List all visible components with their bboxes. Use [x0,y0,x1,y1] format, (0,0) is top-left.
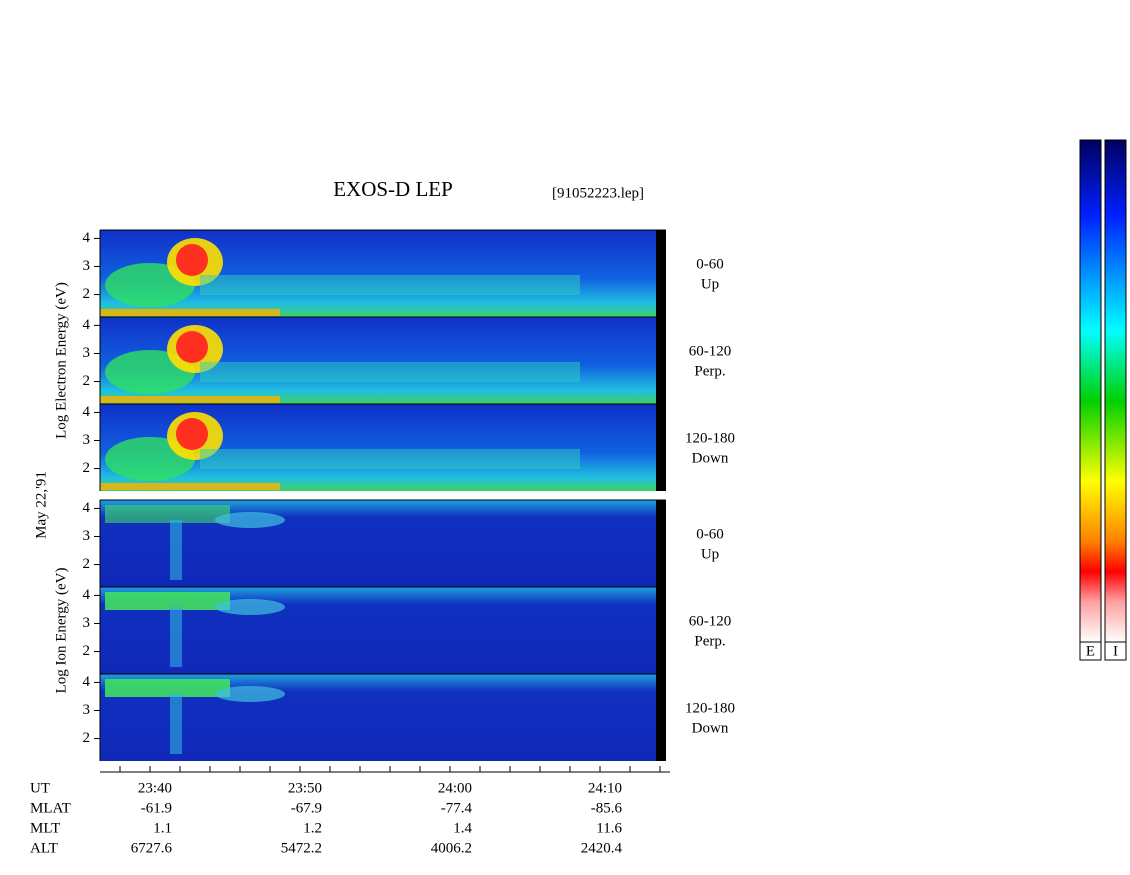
orbit-value: -85.6 [591,800,623,816]
y-tick-label: 3 [83,528,91,544]
y-tick-label: 2 [83,286,91,302]
flux-region [170,607,182,667]
group-label: Log Electron Energy (eV) [53,282,69,439]
pitch-range: 60-120 [689,343,732,359]
flux-region [215,686,285,702]
date: May 22,'91 [33,471,49,539]
panel-edge [656,404,666,491]
flux-region [170,694,182,754]
pitch-range: 0-60 [696,526,724,542]
orbit-param: MLT [30,820,60,836]
y-tick-label: 4 [83,500,91,516]
pitch-direction: Perp. [694,363,725,379]
orbit-value: 1.2 [303,820,322,836]
flux-region [215,599,285,615]
y-tick-label: 2 [83,556,91,572]
flux-region [176,418,208,450]
y-tick-label: 4 [83,230,91,246]
pitch-direction: Down [692,450,729,466]
y-tick-label: 3 [83,345,91,361]
orbit-value: -61.9 [141,800,172,816]
orbit-value: 5472.2 [281,840,322,856]
orbit-value: 24:00 [438,780,472,796]
y-tick-label: 4 [83,317,91,333]
y-tick-label: 4 [83,587,91,603]
orbit-value: -77.4 [441,800,473,816]
orbit-param: UT [30,780,50,796]
flux-region [200,275,580,295]
pitch-range: 120-180 [685,700,735,716]
group-label: Log Ion Energy (eV) [53,568,69,694]
orbit-param: MLAT [30,800,71,816]
colorbar-label: E [1086,643,1095,659]
y-tick-label: 4 [83,404,91,420]
colorbar-label-box [1104,641,1127,661]
orbit-value: 23:50 [288,780,322,796]
pitch-direction: Down [692,720,729,736]
pitch-range: 0-60 [696,256,724,272]
flux-region [200,449,580,469]
pitch-direction: Up [701,546,719,562]
flux-region [105,679,230,697]
file-name: [91052223.lep] [552,185,644,201]
panel-edge [656,587,666,674]
orbit-value: 4006.2 [431,840,472,856]
orbit-value: 23:40 [138,780,172,796]
title: EXOS-D LEP [333,177,453,201]
y-tick-label: 2 [83,373,91,389]
orbit-value: -67.9 [291,800,322,816]
flux-region [105,592,230,610]
y-tick-label: 2 [83,730,91,746]
orbit-value: 1.4 [453,820,472,836]
pitch-direction: Perp. [694,633,725,649]
flux-region [105,505,230,523]
colorbar [1104,139,1127,643]
flux-region [176,331,208,363]
y-tick-label: 2 [83,643,91,659]
panel-edge [656,674,666,761]
y-tick-label: 2 [83,460,91,476]
y-tick-label: 4 [83,674,91,690]
flux-region [100,483,280,490]
colorbar-label-box [1079,641,1102,661]
y-tick-label: 3 [83,615,91,631]
flux-region [215,512,285,528]
pitch-range: 120-180 [685,430,735,446]
orbit-value: 2420.4 [581,840,623,856]
pitch-direction: Up [701,276,719,292]
y-tick-label: 3 [83,258,91,274]
orbit-value: 6727.6 [131,840,173,856]
orbit-value: 1.1 [153,820,172,836]
flux-region [100,309,280,316]
orbit-value: 24:10 [588,780,622,796]
flux-region [170,520,182,580]
y-tick-label: 3 [83,432,91,448]
panel-edge [656,500,666,587]
flux-region [100,396,280,403]
colorbar [1079,139,1102,643]
flux-region [200,362,580,382]
orbit-value: 11.6 [596,820,622,836]
pitch-range: 60-120 [689,613,732,629]
panel-edge [656,230,666,317]
y-tick-label: 3 [83,702,91,718]
orbit-param: ALT [30,840,58,856]
flux-region [176,244,208,276]
panel-edge [656,317,666,404]
colorbar-label: I [1113,643,1118,659]
